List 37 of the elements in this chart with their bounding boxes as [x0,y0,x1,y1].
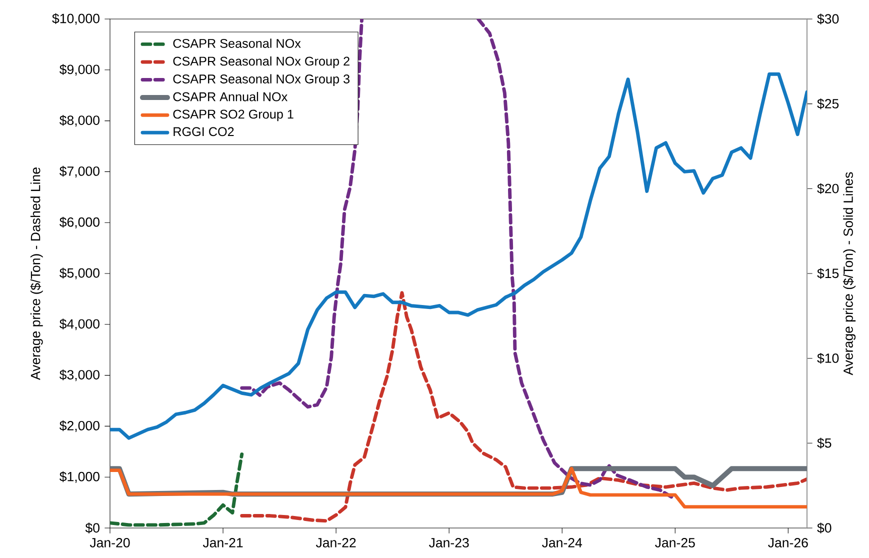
y2-tick-label: $15 [817,268,839,279]
y-tick-label: $0 [85,522,100,534]
y-tick-label: $2,000 [60,420,100,432]
x-tick-label: Jan-21 [202,538,243,548]
y-tick-label: $4,000 [60,318,100,330]
line-series [110,452,244,527]
y2-tick-label: $25 [817,98,839,110]
x-tick-label: Jan-22 [316,538,356,548]
line-series [110,466,807,509]
legend-label: CSAPR Seasonal NOx Group 3 [173,74,350,86]
y2-tick-label: $0 [817,522,832,534]
x-tick-label: Jan-23 [428,538,469,548]
x-tick-label: Jan-26 [768,538,808,548]
y-tick-label: $5,000 [60,268,100,280]
y2-tick-label: $20 [817,183,839,194]
y-axis-title: Average price ($/Ton) - Dashed Line [30,168,43,380]
y-tick-label: $6,000 [60,216,100,228]
x-tick-label: Jan-25 [655,538,695,548]
y-tick-label: $8,000 [60,115,100,127]
y-tick-label: $3,000 [60,370,100,382]
y-tick-label: $9,000 [60,64,100,76]
y-tick-label: $7,000 [60,166,100,178]
legend-label: CSAPR Seasonal NOx [173,38,301,48]
legend-label: CSAPR Seasonal NOx Group 2 [173,56,350,68]
legend-label: RGGI CO2 [174,127,234,136]
legend-label: CSAPR Annual NOx [173,92,288,102]
line-series [110,72,807,440]
y2-axis-title: Average price ($/Ton) - Solid Lines [842,172,856,376]
x-tick-label: Jan-24 [542,538,582,548]
line-series [240,291,807,523]
legend-label: CSAPR SO2 Group 1 [173,110,294,122]
y2-tick-label: $10 [817,352,839,364]
x-tick-label: Jan-20 [90,538,130,548]
y-tick-label: $1,000 [60,471,100,483]
y2-tick-label: $30 [817,14,839,24]
y-tick-label: $10,000 [52,13,100,25]
y2-tick-label: $5 [817,438,832,449]
